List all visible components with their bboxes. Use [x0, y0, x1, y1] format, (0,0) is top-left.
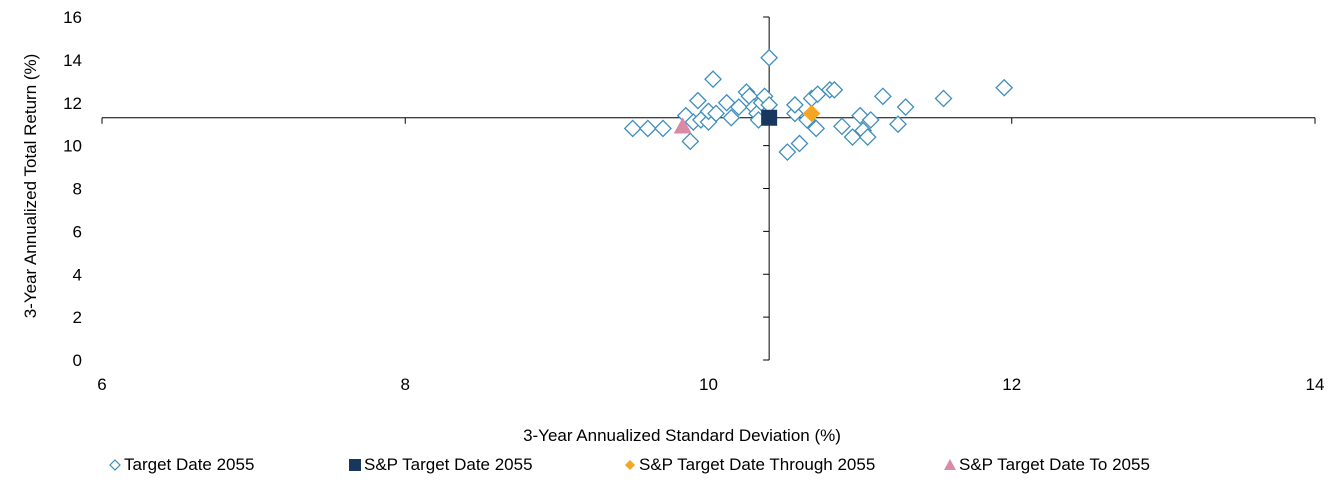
legend-label-s-p-target-date-through-2055: S&P Target Date Through 2055 [639, 455, 875, 474]
point-target-date-2055 [681, 132, 700, 151]
x-axis-title: 3-Year Annualized Standard Deviation (%) [523, 426, 841, 445]
point-target-date-2055 [873, 87, 892, 106]
point-target-date-2055 [843, 128, 862, 146]
x-tick-label: 12 [1002, 375, 1021, 394]
point-s-p-target-date-to-2055 [673, 117, 692, 134]
point-target-date-2055 [704, 70, 722, 89]
point-target-date-2055 [654, 119, 672, 138]
y-tick-label: 12 [63, 94, 82, 113]
point-target-date-2055 [778, 143, 797, 161]
point-s-p-target-date-2055 [761, 109, 778, 126]
point-target-date-2055 [896, 98, 915, 116]
x-tick-label: 6 [97, 375, 106, 394]
data-markers [623, 48, 1014, 161]
point-target-date-2055 [995, 78, 1014, 97]
point-target-date-2055 [861, 110, 880, 129]
point-target-date-2055 [786, 95, 804, 114]
legend-label-target-date-2055: Target Date 2055 [124, 455, 254, 474]
x-tick-label: 14 [1306, 375, 1325, 394]
point-s-p-target-date-through-2055 [802, 104, 821, 123]
legend-label-s-p-target-date-2055: S&P Target Date 2055 [364, 455, 533, 474]
y-tick-label: 14 [63, 51, 82, 70]
legend-marker-s-p-target-date-2055 [349, 459, 361, 471]
point-target-date-2055 [934, 89, 953, 108]
legend-marker-s-p-target-date-through-2055 [625, 460, 635, 470]
point-target-date-2055 [825, 80, 844, 99]
x-axis-ticks: 6 8 10 12 14 [97, 117, 1325, 394]
point-target-date-2055 [638, 119, 657, 138]
legend-marker-s-p-target-date-to-2055 [944, 459, 956, 470]
x-tick-label: 10 [699, 375, 718, 394]
x-tick-label: 8 [401, 375, 410, 394]
legend-marker-target-date-2055 [109, 459, 121, 471]
plot-area: 6 8 10 12 14 0 2 4 6 8 10 12 14 16 [63, 8, 1324, 394]
point-target-date-2055 [833, 117, 851, 136]
y-axis-title: 3-Year Annualized Total Return (%) [21, 54, 40, 319]
point-target-date-2055 [790, 134, 809, 153]
y-tick-label: 10 [63, 137, 82, 156]
y-tick-label: 2 [73, 308, 82, 327]
y-tick-label: 8 [73, 180, 82, 199]
y-tick-label: 6 [73, 222, 82, 241]
y-axis-ticks: 0 2 4 6 8 10 12 14 16 [63, 8, 770, 370]
y-tick-label: 4 [73, 265, 82, 284]
legend-label-s-p-target-date-to-2055: S&P Target Date To 2055 [959, 455, 1150, 474]
point-target-date-2055 [707, 104, 726, 123]
point-target-date-2055 [722, 108, 741, 127]
point-target-date-2055 [858, 128, 877, 146]
point-target-date-2055 [760, 48, 779, 67]
point-target-date-2055 [889, 115, 907, 134]
legend: Target Date 2055 S&P Target Date 2055 S&P … [109, 455, 1150, 474]
point-target-date-2055 [688, 91, 707, 110]
point-target-date-2055 [623, 119, 642, 138]
point-target-date-2055 [729, 98, 748, 116]
y-tick-label: 16 [63, 8, 82, 27]
y-tick-label: 0 [73, 351, 82, 370]
point-target-date-2055 [807, 119, 826, 138]
